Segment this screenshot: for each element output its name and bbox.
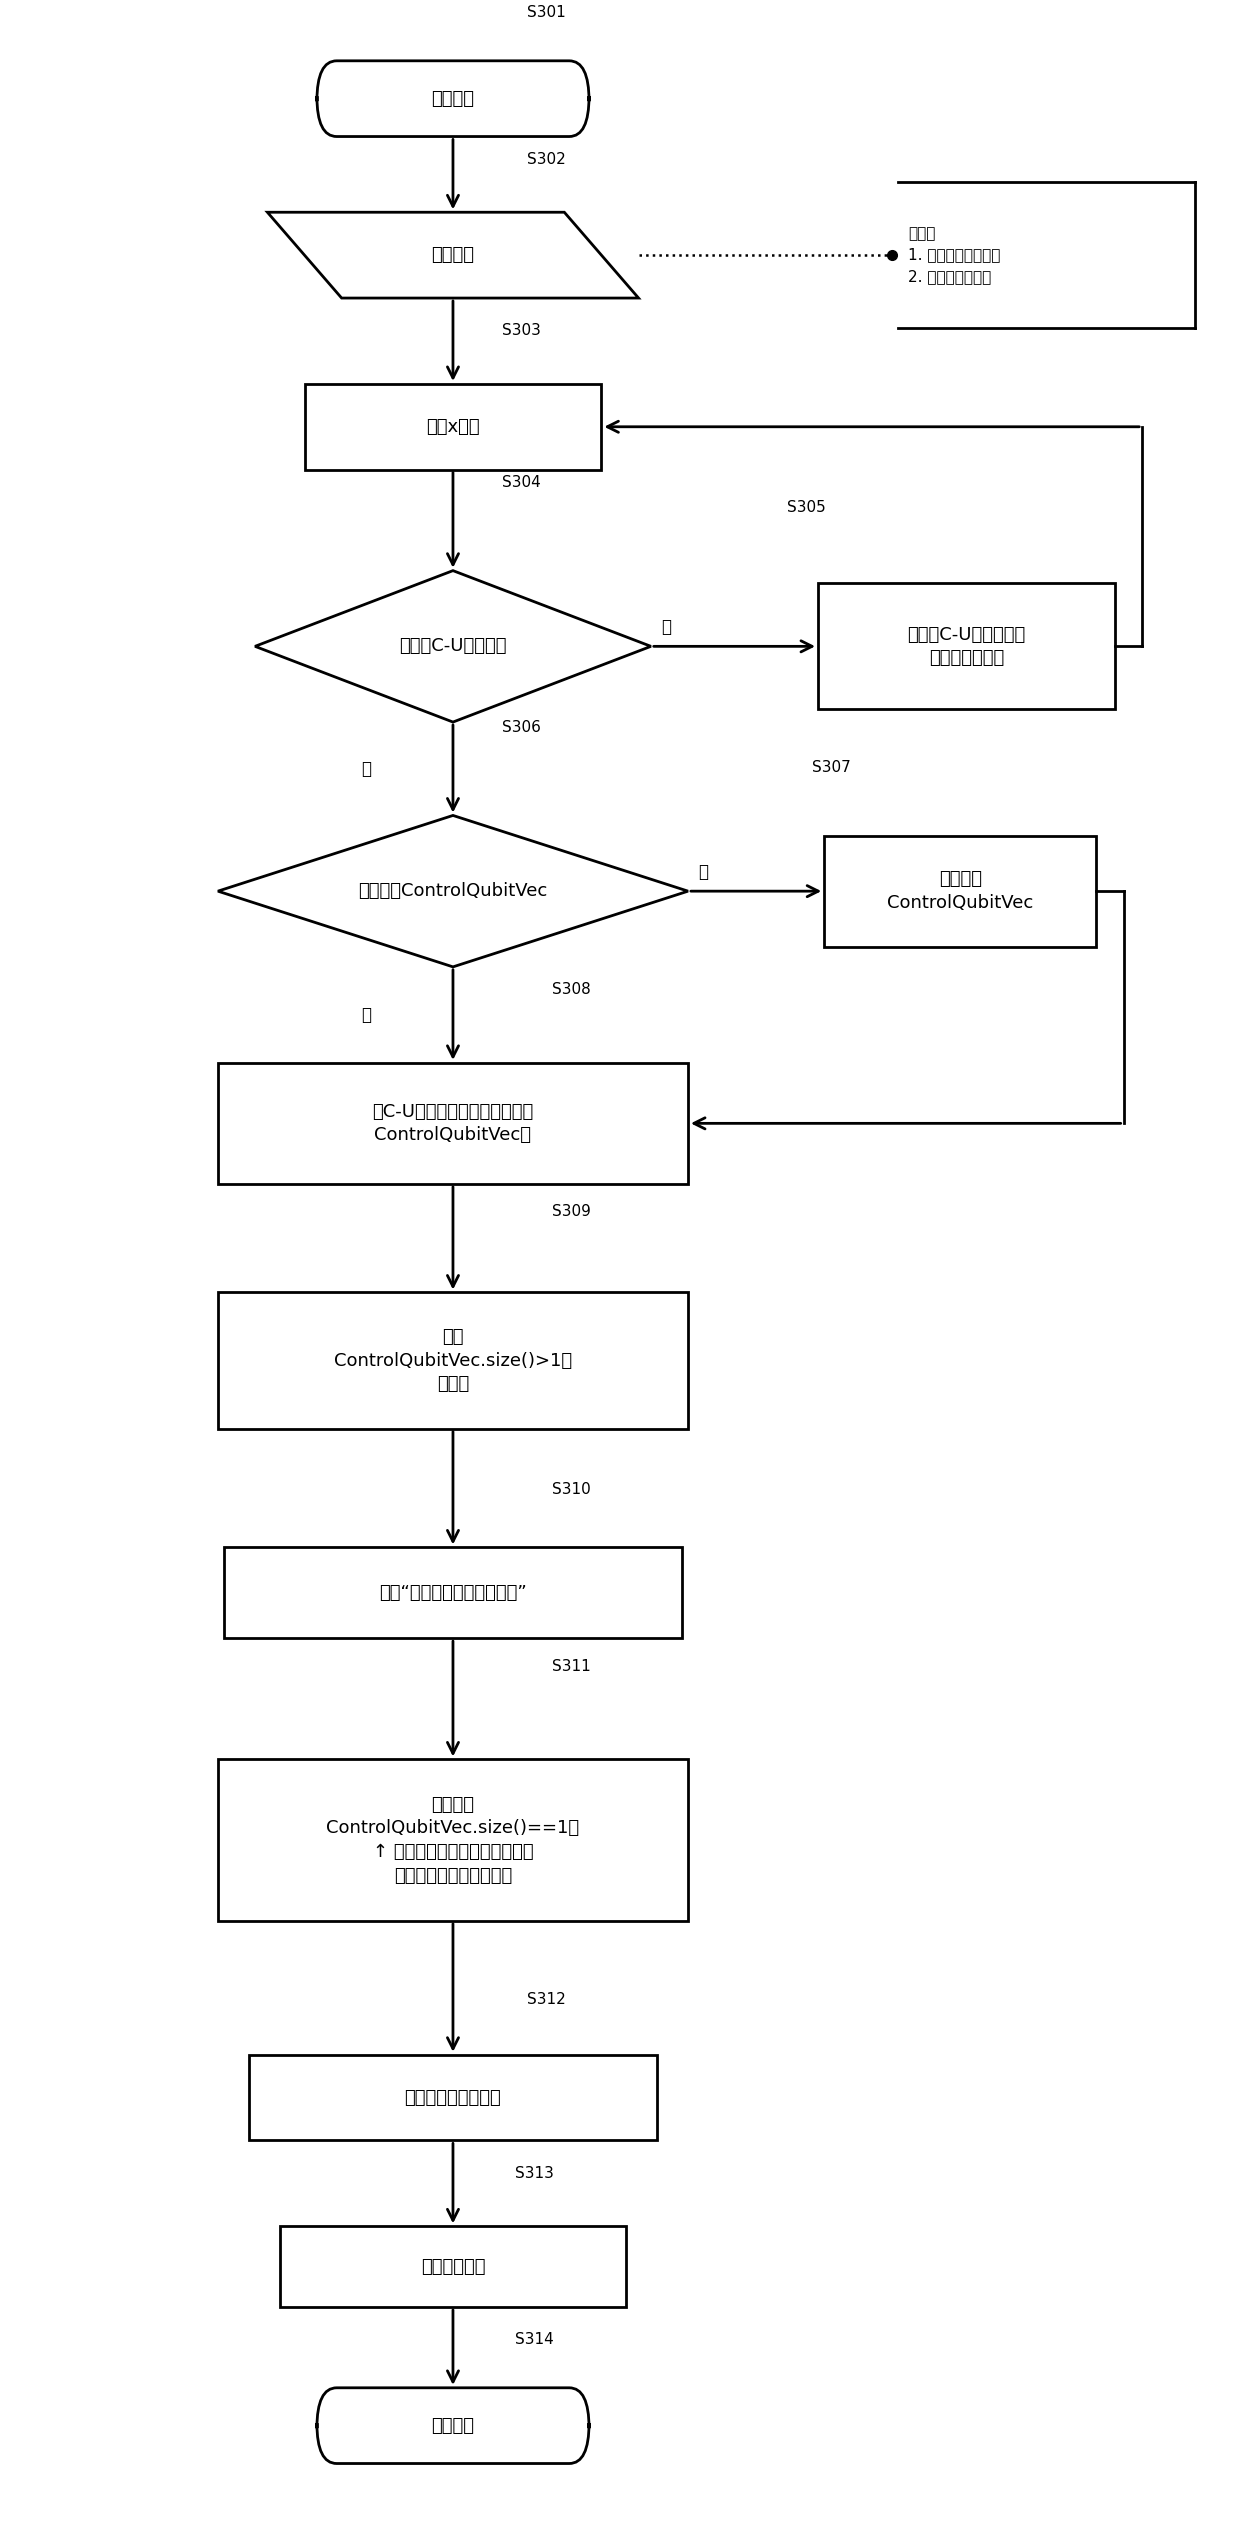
Text: 建立一个
ControlQubitVec: 建立一个 ControlQubitVec <box>887 870 1033 913</box>
Text: S314: S314 <box>515 2333 553 2349</box>
Bar <box>280 2227 626 2308</box>
Text: 否: 否 <box>661 619 671 637</box>
Text: 输出量子线路: 输出量子线路 <box>420 2258 485 2275</box>
Text: S310: S310 <box>552 1481 590 1497</box>
Text: 算法结束: 算法结束 <box>432 2417 475 2434</box>
Text: 将C-U操作中的控制比特移动到
ControlQubitVec中: 将C-U操作中的控制比特移动到 ControlQubitVec中 <box>372 1102 533 1145</box>
Text: 是否是C-U操作类型: 是否是C-U操作类型 <box>399 637 507 655</box>
Text: 转化为C-U的逻辑门与
单比特门的组合: 转化为C-U的逻辑门与 单比特门的组合 <box>908 624 1025 667</box>
FancyBboxPatch shape <box>317 61 589 137</box>
Text: S305: S305 <box>787 501 826 516</box>
Text: 遍历所有
ControlQubitVec.size()==1的
↑ 逻辑门，并执行两量子比特逻
辑门分解到指令集的方法: 遍历所有 ControlQubitVec.size()==1的 ↑ 逻辑门，并执… <box>326 1795 579 1883</box>
Text: 算法开始: 算法开始 <box>432 88 475 109</box>
Text: 是否存在ControlQubitVec: 是否存在ControlQubitVec <box>358 882 548 900</box>
Bar <box>218 1062 688 1183</box>
Text: 否: 否 <box>698 862 708 882</box>
Text: 是: 是 <box>361 1006 371 1024</box>
Polygon shape <box>268 212 639 298</box>
Text: S311: S311 <box>552 1658 590 1674</box>
Text: 遍历x矩阵: 遍历x矩阵 <box>427 417 480 435</box>
Text: 优化生成的量子线路: 优化生成的量子线路 <box>404 2088 501 2106</box>
Text: S307: S307 <box>812 761 851 776</box>
Text: S301: S301 <box>527 5 565 20</box>
Polygon shape <box>218 817 688 966</box>
Text: S313: S313 <box>515 2166 554 2182</box>
Bar <box>825 837 1096 945</box>
Text: S312: S312 <box>527 1992 565 2007</box>
Text: S302: S302 <box>527 152 565 167</box>
Text: 输入：
1. 待转化的量子线路
2. 量子芯片指令集: 输入： 1. 待转化的量子线路 2. 量子芯片指令集 <box>908 225 1001 283</box>
Text: 量子程序: 量子程序 <box>432 245 475 263</box>
Bar <box>818 584 1115 710</box>
Text: S309: S309 <box>552 1203 590 1218</box>
Bar <box>218 1759 688 1921</box>
Text: S303: S303 <box>502 324 542 339</box>
Text: 遍历
ControlQubitVec.size()>1的
逻辑门: 遍历 ControlQubitVec.size()>1的 逻辑门 <box>334 1327 572 1393</box>
Text: 执行“多比特控制门分解算法”: 执行“多比特控制门分解算法” <box>379 1583 527 1603</box>
Bar <box>305 384 601 470</box>
Bar <box>224 1547 682 1638</box>
Text: S308: S308 <box>552 983 590 996</box>
Polygon shape <box>255 571 651 723</box>
Text: S304: S304 <box>502 475 541 490</box>
Bar <box>218 1292 688 1428</box>
Text: 是: 是 <box>361 761 371 779</box>
Bar <box>249 2055 657 2141</box>
FancyBboxPatch shape <box>317 2389 589 2462</box>
Text: S306: S306 <box>502 720 542 736</box>
